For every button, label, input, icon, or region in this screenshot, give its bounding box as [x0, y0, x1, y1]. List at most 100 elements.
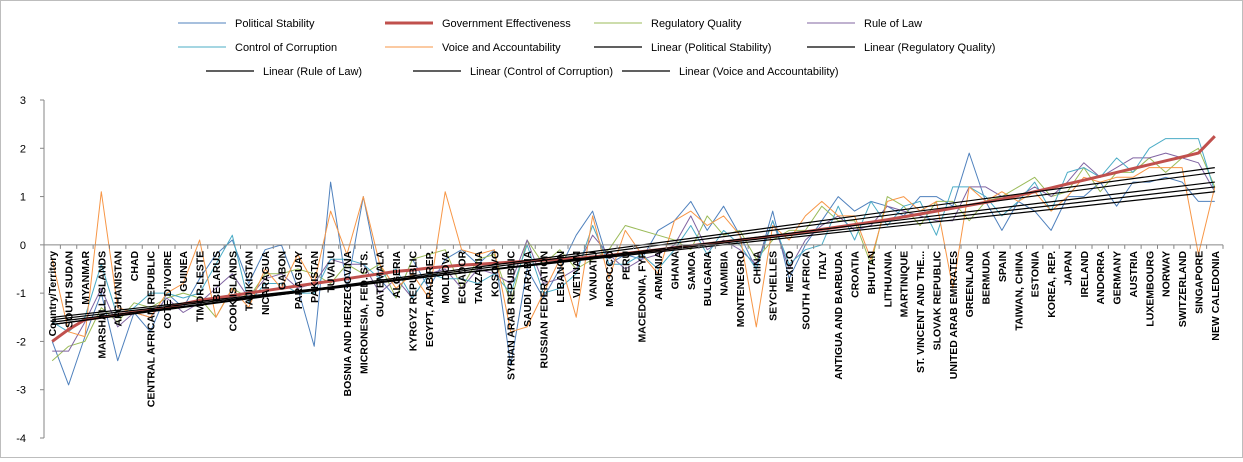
x-tick-label: UNITED ARAB EMIRATES	[948, 251, 960, 379]
x-tick-label: AUSTRIA	[1128, 250, 1140, 297]
x-tick-label: SAMOA	[686, 250, 698, 290]
x-tick-label: MICRONESIA, FED. STS.	[358, 251, 370, 374]
x-tick-label: BULGARIA	[702, 250, 714, 306]
x-tick-label: GUINEA	[178, 250, 190, 291]
legend-label: Linear (Control of Corruption)	[470, 66, 613, 78]
x-tick-label: ALGERIA	[391, 250, 403, 298]
x-tick-label: CENTRAL AFRICAN REPUBLIC	[145, 250, 157, 407]
x-tick-label: SOUTH SUDAN	[64, 251, 76, 328]
x-tick-label: PARAGUAY	[293, 251, 305, 309]
x-tick-label: MARSHALL ISLANDS	[96, 251, 108, 359]
x-tick-label: NEW CALEDONIA	[1210, 250, 1222, 340]
x-tick-label: SYRIAN ARAB REPUBLIC	[506, 250, 518, 380]
x-tick-label: EGYPT, ARAB REP.	[424, 251, 436, 347]
x-tick-label: CHAD	[129, 250, 141, 281]
y-tick-label: 3	[20, 95, 26, 107]
y-tick-label: 2	[20, 143, 26, 155]
x-tick-label: CHINA	[751, 250, 763, 284]
legend-entry-linear-voice-and-accountability: Linear (Voice and Accountability)	[622, 66, 839, 78]
y-tick-label: -4	[16, 433, 26, 445]
x-tick-label: BELARUS	[211, 251, 223, 302]
x-tick-label: ANTIGUA AND BARBUDA	[833, 250, 845, 379]
x-tick-label: CROATIA	[850, 250, 862, 297]
legend-entry-linear-rule-of-law: Linear (Rule of Law)	[206, 66, 362, 78]
x-tick-label: AFGHANISTAN	[113, 251, 125, 327]
x-tick-label: KYRGYZ REPUBLIC	[407, 250, 419, 351]
legend-entry-rule-of-law: Rule of Law	[807, 18, 922, 30]
y-tick-label: 1	[20, 192, 26, 204]
x-tick-label: VIETNAM	[571, 251, 583, 299]
trendline-linear-political-stability	[52, 186, 1215, 321]
legend-label: Linear (Political Stability)	[651, 42, 771, 54]
x-tick-label: Country/Territory	[47, 251, 59, 337]
legend-label: Linear (Regulatory Quality)	[864, 42, 995, 54]
x-tick-label: RUSSIAN FEDERATION	[538, 251, 550, 369]
x-tick-label: NAMIBIA	[719, 250, 731, 295]
x-tick-label: NICARAGUA	[260, 250, 272, 315]
series-line-voice-and-accountability	[51, 167, 1216, 338]
trendline-linear-voice-and-accountability	[52, 191, 1215, 318]
x-tick-label: GERMANY	[1112, 251, 1124, 305]
y-axis: -4 -3 -2 -1 0 1 2 3	[16, 95, 45, 445]
legend-entry-linear-political-stability: Linear (Political Stability)	[594, 42, 771, 54]
y-tick-label: -1	[16, 288, 26, 300]
legend-entry-linear-control-of-corruption: Linear (Control of Corruption)	[413, 66, 613, 78]
x-tick-label: MONTENEGRO	[735, 251, 747, 327]
y-tick-label: -2	[16, 336, 26, 348]
x-tick-label: BHUTAN	[866, 251, 878, 295]
x-tick-label: VANUATU	[588, 251, 600, 301]
legend-entry-linear-regulatory-quality: Linear (Regulatory Quality)	[807, 42, 995, 54]
legend: Political Stability Government Effectiven…	[178, 18, 995, 78]
x-tick-label: COOK ISLANDS	[227, 251, 239, 332]
x-tick-label: LITHUANIA	[882, 250, 894, 307]
x-tick-label: KOREA, REP.	[1046, 251, 1058, 318]
legend-label: Control of Corruption	[235, 42, 337, 54]
x-tick-label: ANDORRA	[1095, 250, 1107, 304]
x-tick-label: MACEDONIA, FYR	[637, 250, 649, 342]
legend-label: Voice and Accountability	[442, 42, 561, 54]
x-tick-label: ESTONIA	[1030, 250, 1042, 297]
y-tick-label: 0	[20, 240, 26, 252]
legend-label: Political Stability	[235, 18, 315, 30]
x-tick-label: IRELAND	[1079, 250, 1091, 297]
legend-label: Regulatory Quality	[651, 18, 742, 30]
x-tick-label: SOUTH AFRICA	[800, 250, 812, 329]
y-tick-label: -3	[16, 385, 26, 397]
x-tick-label: SWITZERLAND	[1177, 250, 1189, 327]
legend-label: Government Effectiveness	[442, 18, 571, 30]
x-tick-label: LUXEMBOURG	[1144, 251, 1156, 327]
x-tick-label: ARMENIA	[653, 250, 665, 299]
x-tick-label: NORWAY	[1161, 251, 1173, 297]
x-tick-label: MARTINIQUE	[899, 251, 911, 318]
legend-label: Rule of Law	[864, 18, 922, 30]
x-tick-label: SAUDI ARABIA	[522, 250, 534, 326]
x-tick-label: SEYCHELLES	[768, 251, 780, 321]
x-tick-label: GABON	[276, 251, 288, 290]
x-tick-label: KOSOVO	[489, 251, 501, 297]
legend-entry-control-of-corruption: Control of Corruption	[178, 42, 337, 54]
series-line-political-stability	[51, 152, 1215, 386]
x-tick-label: TIMOR-LESTE	[195, 251, 207, 322]
x-tick-label: ST. VINCENT AND THE...	[915, 251, 927, 373]
legend-entry-regulatory-quality: Regulatory Quality	[594, 18, 742, 30]
x-tick-label: COTE D'IVOIRE	[162, 251, 174, 329]
legend-entry-voice-and-accountability: Voice and Accountability	[385, 42, 561, 54]
x-tick-label: MOLDOVA	[440, 250, 452, 303]
x-tick-label: ITALY	[817, 251, 829, 280]
x-axis	[43, 244, 1224, 249]
x-tick-label: BOSNIA AND HERZEGOVINA	[342, 250, 354, 396]
x-tick-label: LEBANON	[555, 251, 567, 303]
legend-label: Linear (Voice and Accountability)	[679, 66, 839, 78]
x-tick-label: SPAIN	[997, 251, 1009, 282]
x-tick-label: GUATEMALA	[375, 250, 387, 317]
legend-entry-political-stability: Political Stability	[178, 18, 315, 30]
x-tick-label: SINGAPORE	[1193, 251, 1205, 314]
x-tick-labels: Country/Territory SOUTH SUDAN MYANMAR MARSH…	[47, 250, 1222, 407]
x-tick-label: JAPAN	[1062, 251, 1074, 286]
x-tick-label: TUVALU	[326, 251, 338, 293]
x-tick-label: TAIWAN, CHINA	[1013, 250, 1025, 330]
x-tick-label: PERU	[620, 251, 632, 280]
legend-entry-government-effectiveness: Government Effectiveness	[385, 18, 571, 30]
